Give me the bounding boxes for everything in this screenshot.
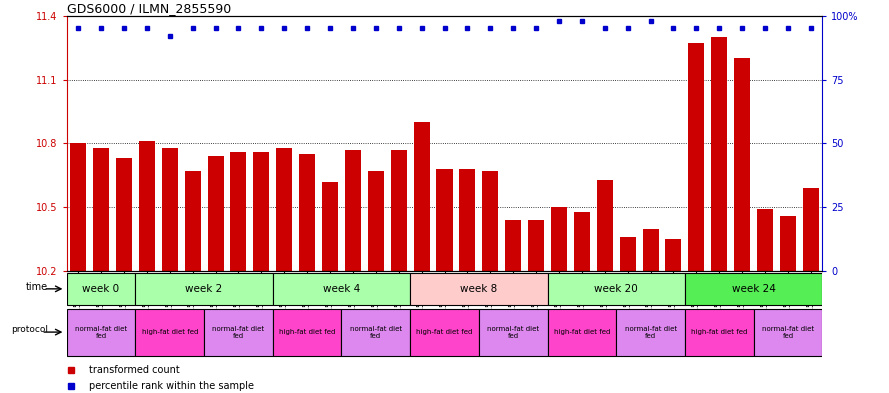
Text: percentile rank within the sample: percentile rank within the sample	[89, 381, 254, 391]
Bar	[135, 273, 273, 305]
Text: week 20: week 20	[595, 284, 638, 294]
Bar	[67, 273, 135, 305]
Bar	[483, 171, 499, 271]
Text: week 8: week 8	[461, 284, 498, 294]
Bar	[390, 150, 407, 271]
Bar	[162, 148, 178, 271]
Bar	[410, 273, 548, 305]
Bar	[273, 273, 410, 305]
Bar	[548, 309, 616, 356]
Bar	[341, 309, 410, 356]
Text: time: time	[26, 282, 48, 292]
Bar	[67, 309, 135, 356]
Bar	[688, 43, 704, 271]
Bar	[574, 211, 590, 271]
Bar	[754, 309, 822, 356]
Text: high-fat diet fed: high-fat diet fed	[416, 329, 473, 335]
Bar	[460, 169, 476, 271]
Text: week 0: week 0	[83, 284, 120, 294]
Bar	[299, 154, 315, 271]
Text: high-fat diet fed: high-fat diet fed	[141, 329, 198, 335]
Text: high-fat diet fed: high-fat diet fed	[554, 329, 610, 335]
Bar	[345, 150, 361, 271]
Text: week 2: week 2	[186, 284, 222, 294]
Text: week 24: week 24	[732, 284, 775, 294]
Bar	[734, 58, 750, 271]
Bar	[135, 309, 204, 356]
Text: normal-fat diet
fed: normal-fat diet fed	[625, 325, 677, 339]
Bar	[685, 309, 754, 356]
Bar	[93, 148, 109, 271]
Bar	[548, 273, 685, 305]
Bar	[413, 122, 429, 271]
Text: high-fat diet fed: high-fat diet fed	[279, 329, 335, 335]
Bar	[780, 216, 796, 271]
Bar	[436, 169, 453, 271]
Bar	[551, 207, 567, 271]
Bar	[230, 152, 246, 271]
Bar	[620, 237, 636, 271]
Bar	[116, 158, 132, 271]
Text: normal-fat diet
fed: normal-fat diet fed	[75, 325, 127, 339]
Bar	[616, 309, 685, 356]
Text: normal-fat diet
fed: normal-fat diet fed	[212, 325, 264, 339]
Bar	[410, 309, 479, 356]
Bar	[803, 188, 819, 271]
Bar	[322, 182, 338, 271]
Bar	[207, 156, 223, 271]
Text: normal-fat diet
fed: normal-fat diet fed	[762, 325, 814, 339]
Text: protocol: protocol	[12, 325, 49, 334]
Bar	[505, 220, 521, 271]
Bar	[643, 229, 659, 271]
Bar	[685, 273, 822, 305]
Text: transformed count: transformed count	[89, 365, 180, 375]
Bar	[597, 180, 613, 271]
Text: normal-fat diet
fed: normal-fat diet fed	[349, 325, 402, 339]
Text: week 4: week 4	[323, 284, 360, 294]
Bar	[276, 148, 292, 271]
Bar	[204, 309, 273, 356]
Bar	[253, 152, 269, 271]
Bar	[479, 309, 548, 356]
Bar	[185, 171, 201, 271]
Bar	[711, 37, 727, 271]
Bar	[368, 171, 384, 271]
Text: GDS6000 / ILMN_2855590: GDS6000 / ILMN_2855590	[67, 2, 231, 15]
Text: high-fat diet fed: high-fat diet fed	[691, 329, 748, 335]
Bar	[757, 209, 773, 271]
Bar	[70, 143, 86, 271]
Bar	[139, 141, 155, 271]
Bar	[273, 309, 341, 356]
Text: normal-fat diet
fed: normal-fat diet fed	[487, 325, 540, 339]
Bar	[666, 239, 682, 271]
Bar	[528, 220, 544, 271]
